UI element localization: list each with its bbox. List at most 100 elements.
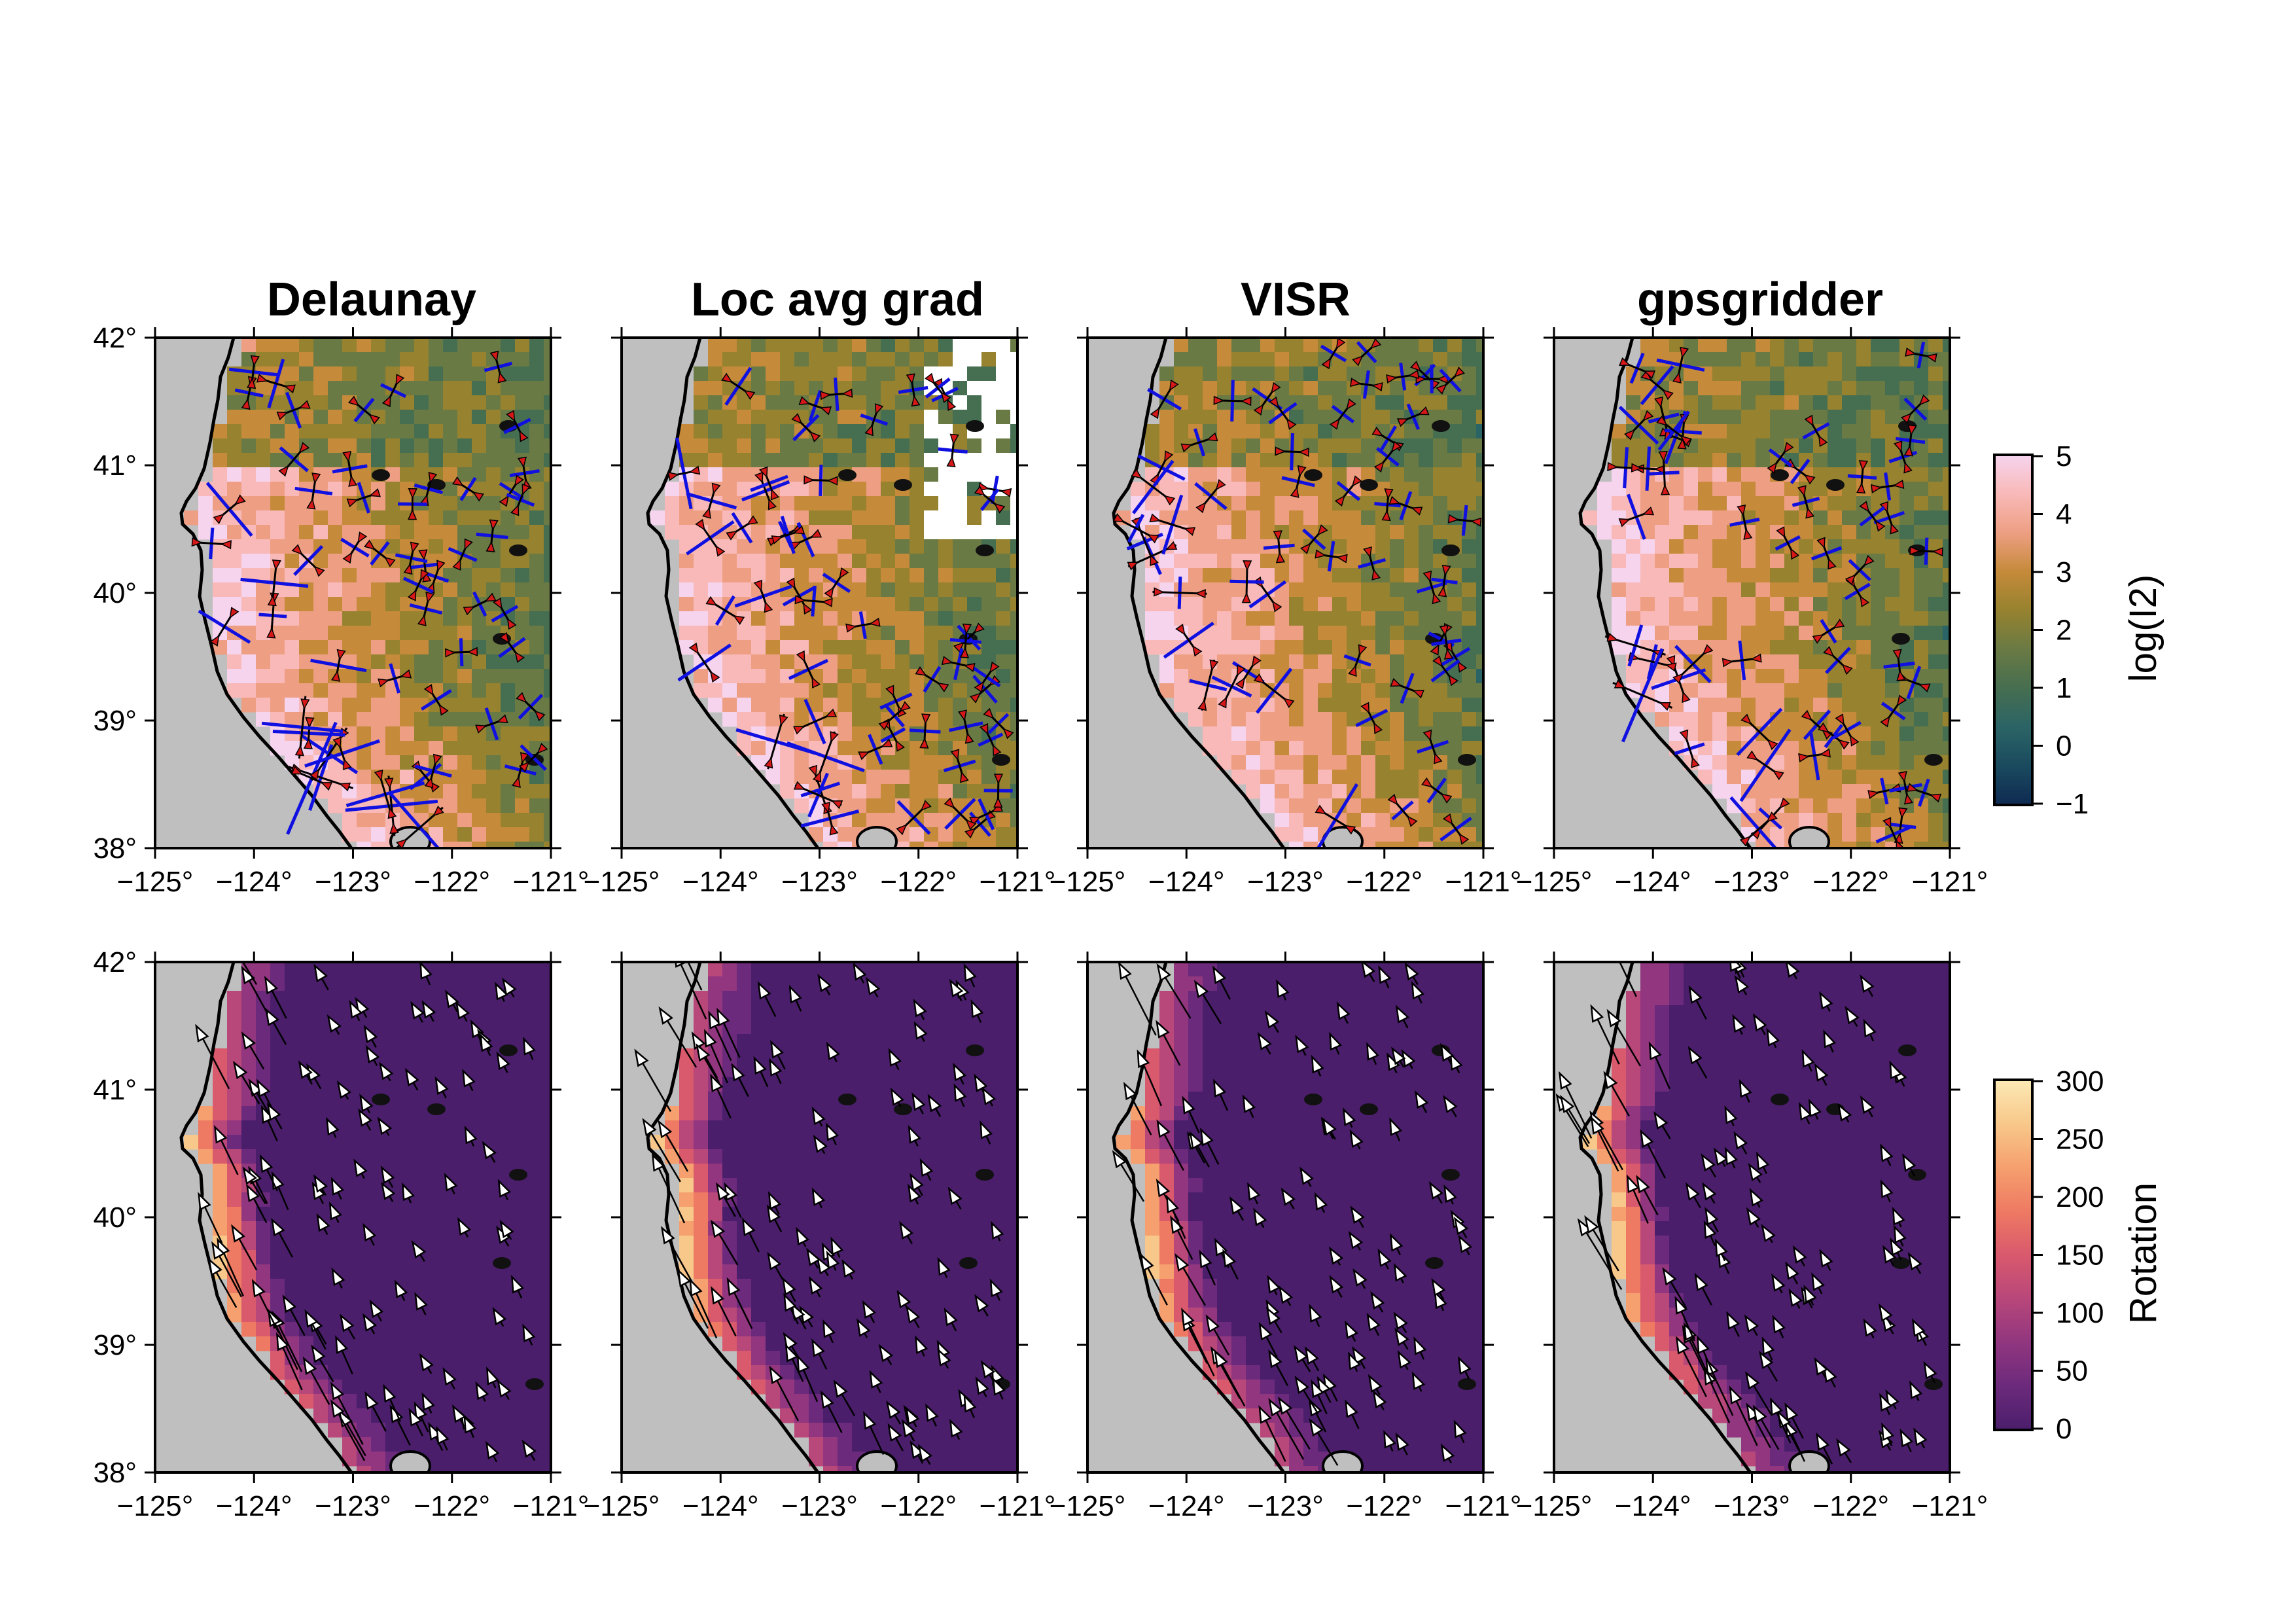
field-cell (924, 626, 939, 641)
field-cell (501, 1207, 516, 1222)
field-cell (544, 813, 551, 828)
strain-compression-head (1350, 378, 1362, 387)
field-cell (1347, 741, 1362, 756)
field-cell (429, 1063, 444, 1078)
field-cell (1419, 669, 1434, 684)
strain-compression-head (964, 732, 974, 744)
field-cell (1217, 352, 1232, 367)
field-cell (1332, 539, 1347, 554)
field-cell (1476, 698, 1483, 713)
field-cell (1799, 366, 1814, 382)
field-cell (1928, 453, 1943, 468)
field-cell (665, 525, 680, 540)
strain-compression-head (793, 781, 805, 790)
field-cell (270, 510, 285, 526)
field-cell (1447, 338, 1462, 353)
field-cell (285, 1192, 300, 1207)
field-cell (486, 496, 501, 511)
field-cell (1462, 395, 1477, 410)
field-cell (938, 698, 953, 713)
field-cell (1784, 755, 1799, 770)
field-cell (529, 1279, 544, 1294)
lake-outline (493, 1257, 511, 1269)
field-cell (1246, 438, 1261, 454)
field-cell (241, 1221, 256, 1236)
lon-tick-label: −124° (682, 866, 759, 898)
field-cell (328, 366, 343, 382)
map-panels: −125° −124° −123° −122° −121°42°41°40°39°38°… (93, 322, 1988, 1522)
field-cell (299, 976, 314, 991)
field-cell (1347, 597, 1362, 612)
field-cell (1669, 582, 1684, 597)
field-cell (1756, 554, 1771, 569)
field-cell (1289, 338, 1304, 353)
field-cell (1375, 568, 1390, 583)
field-cell (443, 1207, 458, 1222)
field-cell (866, 482, 881, 497)
field-cell (299, 381, 314, 396)
field-cell (227, 554, 242, 569)
field-cell (241, 597, 256, 612)
field-cell (1275, 338, 1290, 353)
field-cell (996, 525, 1011, 540)
field-cell (794, 554, 809, 569)
field-cell (457, 1351, 472, 1366)
field-cell (457, 654, 472, 669)
field-cell (1640, 582, 1655, 597)
field-cell (924, 424, 939, 439)
field-cell (895, 626, 910, 641)
field-cell (967, 467, 982, 482)
field-cell (400, 1336, 415, 1351)
field-cell (256, 1308, 271, 1323)
field-cell (472, 381, 487, 396)
field-cell (529, 1394, 544, 1409)
field-cell (737, 338, 752, 353)
field-cell (486, 1106, 501, 1121)
field-cell (1476, 784, 1483, 799)
field-cell (1231, 755, 1246, 770)
field-cell (241, 1005, 256, 1020)
field-cell (924, 770, 939, 785)
field-cell (429, 1466, 444, 1472)
field-cell (285, 698, 300, 713)
lake-outline (966, 420, 984, 432)
field-cell (881, 453, 896, 468)
field-cell (241, 438, 256, 454)
strain-compression-head (1470, 517, 1482, 527)
lake-outline (1432, 420, 1450, 432)
strain-compression-head (1618, 518, 1631, 527)
field-cell (1928, 640, 1943, 655)
field-cell (342, 683, 357, 698)
field-cell (1361, 827, 1376, 842)
field-cell (1928, 654, 1943, 669)
field-cell (299, 1279, 314, 1294)
field-cell (400, 640, 415, 655)
field-cell (313, 1293, 328, 1308)
strain-compression-head (1926, 353, 1937, 363)
field-cell (1404, 568, 1419, 583)
field-cell (457, 1092, 472, 1107)
field-cell (953, 496, 968, 511)
field-cell (1347, 726, 1362, 741)
field-cell (1260, 770, 1275, 785)
field-cell (895, 338, 910, 353)
field-cell (1943, 338, 1950, 353)
field-cell (457, 1034, 472, 1049)
field-cell (1914, 770, 1929, 785)
field-cell (213, 1164, 228, 1179)
field-cell (1928, 626, 1943, 641)
strain-compression-head (896, 824, 908, 836)
field-cell (313, 1092, 328, 1107)
field-cell (1799, 395, 1814, 410)
field-cell (852, 381, 867, 396)
field-cell (472, 496, 487, 511)
field-cell (414, 1077, 429, 1092)
field-cell (328, 976, 343, 991)
field-cell (1612, 568, 1627, 583)
field-cell (1375, 842, 1390, 848)
field-cell (1784, 669, 1799, 684)
field-cell (1318, 741, 1333, 756)
field-cell (270, 726, 285, 741)
field-cell (838, 482, 853, 497)
field-cell (1756, 510, 1771, 526)
